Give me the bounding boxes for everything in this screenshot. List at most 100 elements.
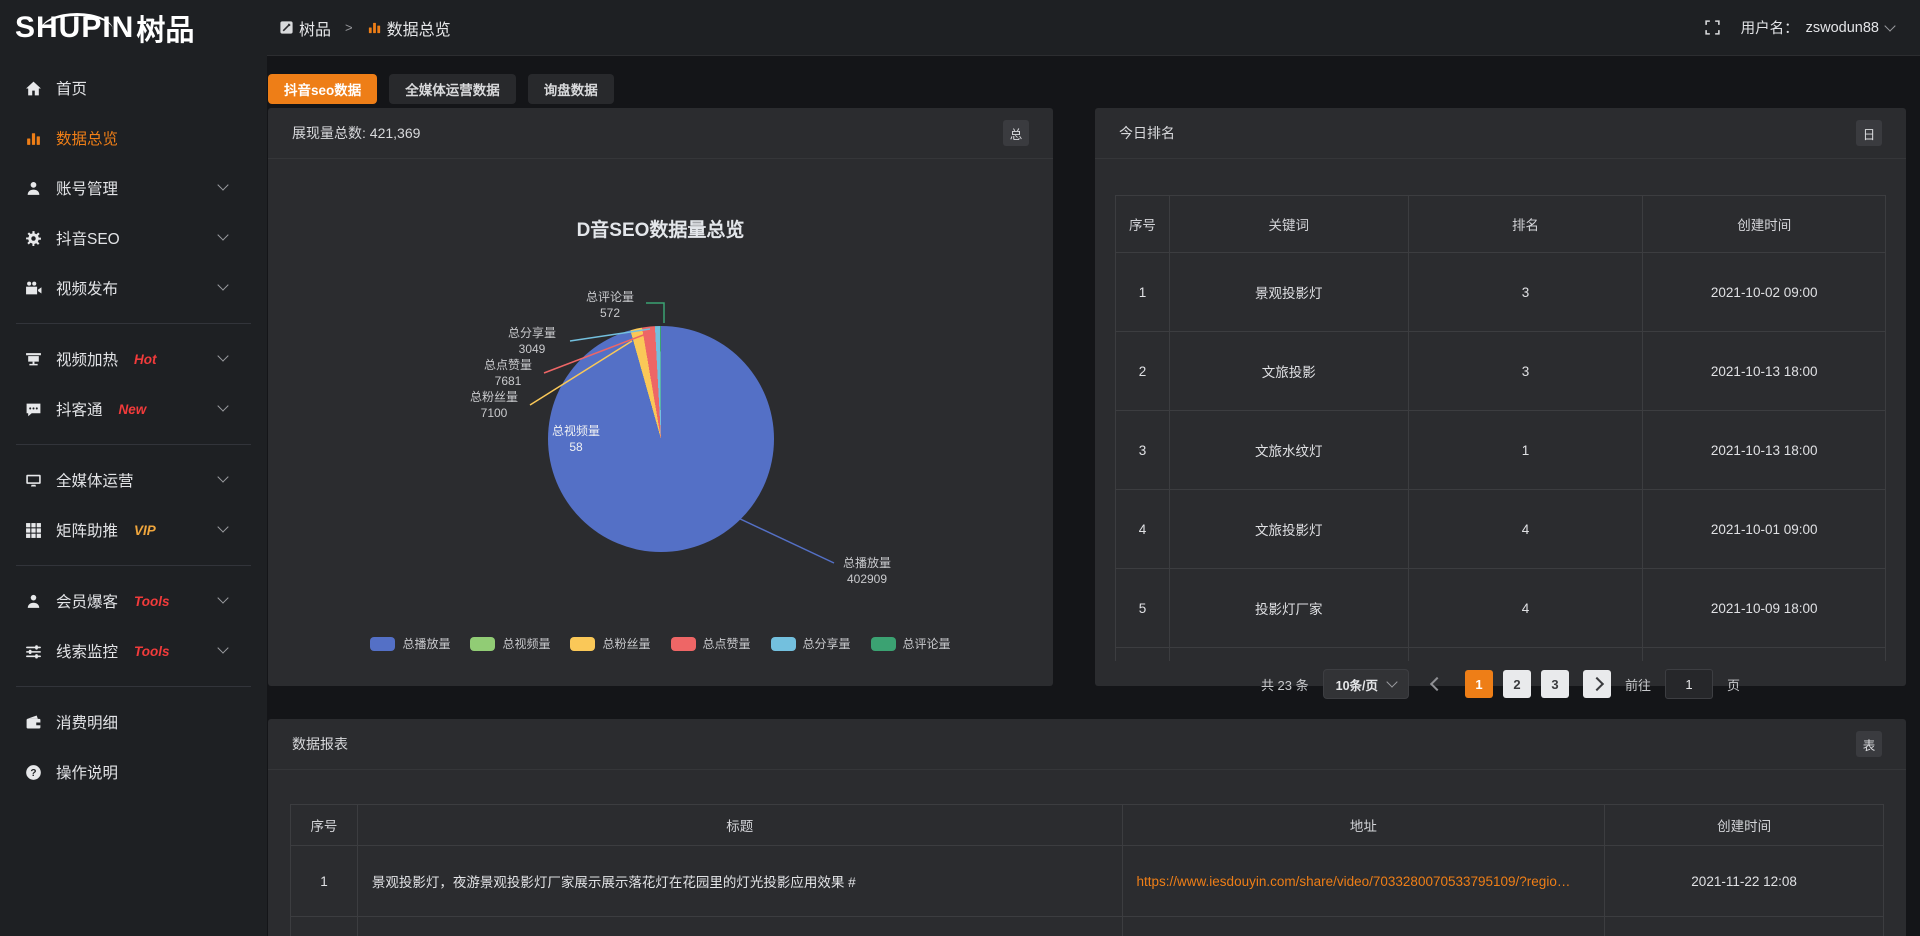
legend-item-0[interactable]: 总播放量 [370,635,450,652]
page-size-select[interactable]: 10条/页 [1322,669,1410,699]
user-icon [25,179,43,197]
sidebar-item-9[interactable]: 会员爆客 Tools [0,576,267,626]
table-cell: 2021-10-13 18:00 [1642,331,1886,411]
table-row: 5 投影灯厂家 4 2021-10-09 18:00 [1115,568,1886,648]
sidebar: 首页数据总览账号管理 抖音SEO 视频发布视频加热 Hot 抖客通 New 全媒体运营矩阵助… [0,55,267,936]
chevron-down-icon [217,229,229,241]
legend-item-3[interactable]: 总点赞量 [670,635,751,652]
chevron-down-icon [217,642,229,654]
sidebar-item-3[interactable]: 抖音SEO [0,213,267,263]
chevron-down-icon [217,521,229,533]
member-icon [25,592,43,610]
pie-label-videos: 总视频量 58 [551,424,600,454]
user-menu[interactable]: 用户名： zswodun88 [1741,17,1896,38]
sliders-icon [25,642,43,660]
header-right: 用户名： zswodun88 [1704,17,1920,38]
page-button-1[interactable]: 1 [1465,670,1494,698]
sidebar-item-2[interactable]: 账号管理 [0,163,267,213]
breadcrumb-separator: > [345,20,353,35]
table-row: 1 景观投影灯 3 2021-10-02 09:00 [1115,252,1886,332]
sidebar-divider [16,565,251,566]
table-cell: 2021-10-09 18:00 [1642,568,1886,648]
chevron-down-icon [1386,676,1398,688]
legend-label: 总视频量 [502,637,551,651]
breadcrumb-root[interactable]: 树品 [279,16,331,40]
sidebar-item-label: 数据总览 [56,131,119,148]
sidebar-item-0[interactable]: 首页 [0,63,267,113]
sidebar-item-label: 消费明细 [56,715,119,732]
table-row: 3 文旅水纹灯 1 2021-10-13 18:00 [1115,410,1886,490]
sidebar-item-label: 全媒体运营 [56,473,134,490]
page-button-3[interactable]: 3 [1541,670,1570,698]
chevron-down-icon [217,471,229,483]
sidebar-item-badge: New [118,401,147,417]
pie-label-plays: 总播放量 402909 [842,556,891,586]
table-row: 2 文旅投影 3 2021-10-13 18:00 [1115,331,1886,411]
legend-item-2[interactable]: 总粉丝量 [570,635,651,652]
douyin-seo-overview-card: 展现量总数: 421,369 总 D音SEO数据量总览 总评论量 [268,108,1053,686]
overview-card-header: 展现量总数: 421,369 总 [268,108,1053,159]
tab-0[interactable]: 抖音seo数据 [268,74,378,104]
video-link[interactable]: https://www.iesdouyin.com/share/video/70… [1136,873,1571,889]
rank-table: 序号 关键词 排名 创建时间 1 景观投影灯 3 2021-10-02 09:00 2 文旅投影… [1115,195,1886,661]
sidebar-item-4[interactable]: 视频发布 [0,263,267,313]
report-column-header: 标题 [356,804,1123,846]
chevron-left-icon [1429,676,1445,692]
sidebar-divider [16,323,251,324]
legend-item-1[interactable]: 总视频量 [470,635,550,652]
username: zswodun88 [1805,19,1879,36]
sidebar-item-label: 矩阵助推 [56,523,119,540]
pagination: 共 23 条 10条/页 123 前往 页 [1115,669,1886,699]
rank-column-header: 创建时间 [1642,195,1886,253]
table-cell: 3 [1407,252,1644,332]
monitor-icon [25,471,43,489]
table-badge-button[interactable]: 表 [1856,731,1882,757]
table-cell: 3 [1115,410,1170,490]
page-button-2[interactable]: 2 [1503,670,1532,698]
prev-page-button[interactable] [1423,670,1451,698]
sidebar-item-5[interactable]: 视频加热 Hot [0,334,267,384]
chevron-down-icon [217,179,229,191]
sidebar-item-label: 会员爆客 [56,594,119,611]
sidebar-item-11[interactable]: 消费明细 [0,697,267,747]
fullscreen-icon[interactable] [1704,19,1721,36]
top-header: SHUPIN 树品 树品 > 数据总览 用户名： zswodun88 [0,0,1920,55]
pie-chart-area: D音SEO数据量总览 总评论量 572 总分享量 [268,159,1053,687]
rank-column-header: 序号 [1115,195,1170,253]
pie-label-shares: 总分享量 3049 [507,326,556,356]
sidebar-item-10[interactable]: 线索监控 Tools [0,626,267,676]
rank-card-header: 今日排名 日 [1095,108,1906,159]
tab-1[interactable]: 全媒体运营数据 [389,74,516,104]
report-table: 序号 标题 地址 创建时间 1 景观投影灯，夜游景观投影灯厂家展示展示落花灯在花园里的灯… [290,804,1884,936]
goto-page-input[interactable] [1665,669,1714,699]
legend-label: 总点赞量 [702,637,751,651]
sidebar-item-12[interactable]: ? 操作说明 [0,747,267,797]
goto-label: 前往 [1625,677,1652,693]
day-badge-button[interactable]: 日 [1856,120,1882,146]
sidebar-item-6[interactable]: 抖客通 New [0,384,267,434]
sidebar-item-badge: Hot [134,351,157,367]
legend-item-5[interactable]: 总评论量 [870,635,951,652]
screen-icon [25,350,43,368]
sidebar-item-badge: Tools [134,593,170,609]
table-cell: 2021-10-02 09:00 [1642,252,1886,332]
report-column-header: 创建时间 [1604,804,1884,846]
pie-label-fans: 总粉丝量 7100 [469,390,518,420]
data-report-card: 数据报表 表 序号 标题 地址 创建时间 1 景观投影灯，夜游景观投影灯厂家展示展示落花… [268,719,1906,936]
table-row: 1 景观投影灯，夜游景观投影灯厂家展示展示落花灯在花园里的灯光投影应用效果 # ht… [290,845,1884,917]
rank-column-header: 关键词 [1168,195,1409,253]
chevron-down-icon [217,279,229,291]
sidebar-item-7[interactable]: 全媒体运营 [0,455,267,505]
sidebar-item-8[interactable]: 矩阵助推 VIP [0,505,267,555]
table-cell: 1 [1115,252,1170,332]
tab-2[interactable]: 询盘数据 [527,74,614,104]
legend-item-4[interactable]: 总分享量 [770,635,851,652]
breadcrumb-current[interactable]: 数据总览 [367,16,451,40]
total-badge-button[interactable]: 总 [1003,120,1029,146]
next-page-button[interactable] [1583,670,1612,698]
table-cell: 投影灯厂家 [1168,568,1409,648]
breadcrumb: 树品 > 数据总览 [279,16,451,40]
sidebar-item-1[interactable]: 数据总览 [0,113,267,163]
home-icon [25,79,43,97]
report-column-header: 序号 [290,804,358,846]
